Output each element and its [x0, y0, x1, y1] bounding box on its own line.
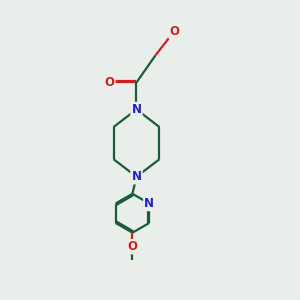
Text: O: O — [104, 76, 115, 89]
Text: O: O — [128, 240, 137, 253]
Text: N: N — [131, 103, 142, 116]
Text: N: N — [131, 170, 142, 183]
Text: O: O — [169, 25, 179, 38]
Text: N: N — [144, 197, 154, 210]
